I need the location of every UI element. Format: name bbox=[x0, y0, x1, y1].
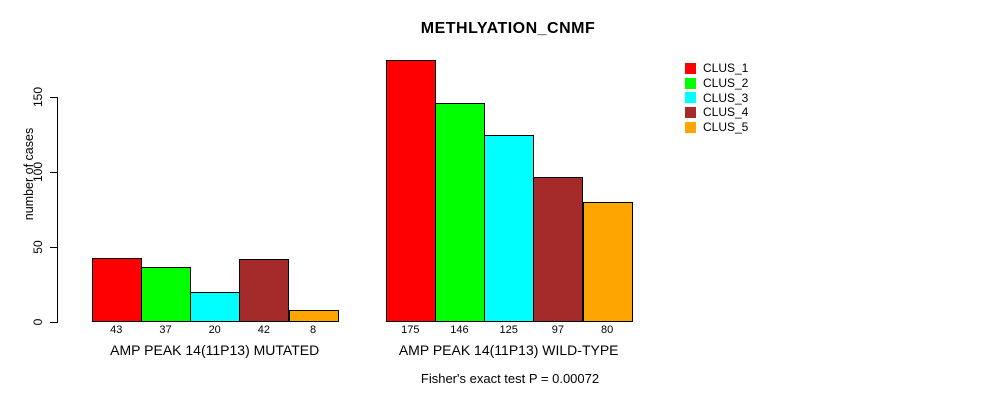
legend-item-clus_2: CLUS_2 bbox=[685, 76, 748, 91]
bar-value-label: 20 bbox=[208, 324, 221, 336]
y-axis-tick-label: 50 bbox=[31, 240, 45, 254]
legend-swatch bbox=[685, 106, 696, 118]
bar-clus_4-group2 bbox=[533, 176, 584, 322]
y-axis-line bbox=[57, 97, 58, 322]
bar-clus_1-group1 bbox=[91, 257, 142, 322]
y-axis-tick bbox=[50, 322, 58, 323]
bar-value-label: 8 bbox=[310, 324, 317, 336]
legend-label: CLUS_5 bbox=[703, 120, 749, 135]
legend-swatch bbox=[685, 77, 696, 89]
legend-swatch bbox=[685, 121, 696, 133]
y-axis-tick bbox=[50, 97, 58, 98]
bar-clus_4-group1 bbox=[239, 259, 290, 322]
bar-value-label: 125 bbox=[499, 324, 518, 336]
bar-clus_2-group1 bbox=[140, 266, 192, 322]
legend-swatch bbox=[685, 92, 696, 104]
bar-clus_2-group2 bbox=[434, 103, 486, 322]
bar-clus_1-group2 bbox=[385, 59, 436, 322]
legend-item-clus_3: CLUS_3 bbox=[685, 90, 748, 105]
legend-swatch bbox=[685, 62, 696, 74]
legend-item-clus_1: CLUS_1 bbox=[685, 61, 748, 76]
chart-title: METHLYATION_CNMF bbox=[420, 20, 596, 37]
legend-label: CLUS_2 bbox=[703, 76, 749, 91]
bar-clus_3-group2 bbox=[484, 134, 535, 322]
legend-label: CLUS_4 bbox=[703, 105, 749, 120]
legend: CLUS_1 CLUS_2 CLUS_3 CLUS_4 CLUS_5 bbox=[685, 61, 748, 134]
legend-item-clus_4: CLUS_4 bbox=[685, 105, 748, 120]
legend-item-clus_5: CLUS_5 bbox=[685, 120, 748, 135]
bar-value-label: 43 bbox=[110, 324, 123, 336]
bar-clus_3-group1 bbox=[190, 292, 241, 322]
bar-clus_5-group1 bbox=[288, 310, 339, 322]
statistical-test-caption: Fisher's exact test P = 0.00072 bbox=[420, 371, 600, 386]
bar-value-label: 42 bbox=[257, 324, 271, 336]
bar-value-label: 175 bbox=[401, 324, 420, 336]
bar-value-label: 146 bbox=[450, 324, 469, 336]
y-axis-tick bbox=[50, 172, 58, 173]
x-axis-group-label: AMP PEAK 14(11P13) MUTATED bbox=[110, 342, 320, 358]
bar-value-label: 80 bbox=[600, 324, 614, 336]
y-axis-tick-label: 0 bbox=[31, 318, 45, 326]
bar-value-label: 97 bbox=[551, 324, 565, 336]
bar-clus_5-group2 bbox=[582, 202, 633, 322]
y-axis-tick-label: 150 bbox=[31, 86, 45, 108]
bar-value-label: 37 bbox=[159, 324, 172, 336]
x-axis-group-label: AMP PEAK 14(11P13) WILD-TYPE bbox=[398, 342, 619, 358]
legend-label: CLUS_1 bbox=[703, 61, 749, 76]
y-axis-tick bbox=[50, 247, 58, 248]
legend-label: CLUS_3 bbox=[703, 90, 749, 105]
y-axis-tick-label: 100 bbox=[31, 161, 45, 183]
